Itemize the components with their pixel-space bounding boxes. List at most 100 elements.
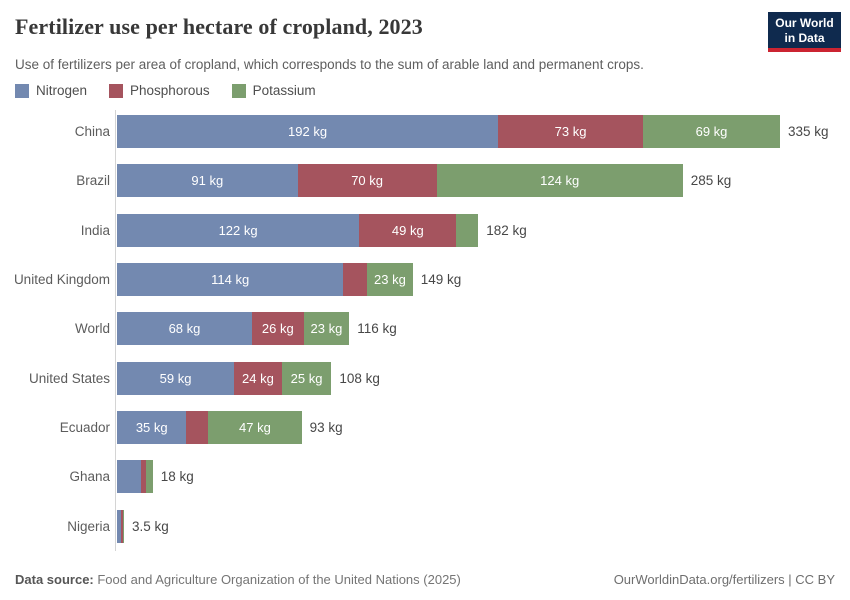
legend-swatch-icon <box>15 83 29 98</box>
total-value-label: 285 kg <box>690 173 732 189</box>
category-label[interactable]: China <box>74 124 110 140</box>
bar-stack <box>117 509 124 543</box>
segment-value-label: 124 kg <box>540 173 580 189</box>
bar-segment-potassium[interactable] <box>145 460 153 494</box>
bar-segment-potassium[interactable]: 124 kg <box>436 164 683 198</box>
bar-segment-phosphorous[interactable] <box>120 509 123 543</box>
bar-segment-phosphorous[interactable] <box>186 410 209 444</box>
category-label[interactable]: Ghana <box>69 469 110 485</box>
stacked-bar-chart: China 192 kg 73 kg 69 kg 335 kg Brazil 91 kg 70… <box>0 107 850 551</box>
legend-item-potassium[interactable]: Potassium <box>231 83 316 98</box>
segment-value-label: 70 kg <box>351 173 384 189</box>
legend-swatch-icon <box>109 83 124 98</box>
segment-value-label: 23 kg <box>374 272 406 288</box>
segment-value-label: 122 kg <box>218 222 258 238</box>
owid-logo[interactable]: Our World in Data <box>768 12 841 52</box>
bar-segment-nitrogen[interactable]: 122 kg <box>117 213 360 247</box>
segment-value-label: 47 kg <box>239 419 271 435</box>
category-label[interactable]: Brazil <box>76 173 110 189</box>
total-value-label: 108 kg <box>339 370 380 386</box>
segment-value-label: 73 kg <box>554 124 587 140</box>
bar-stack: 192 kg 73 kg 69 kg <box>117 115 780 149</box>
data-source-label: Data source: <box>15 572 94 587</box>
segment-value-label: 24 kg <box>242 370 274 386</box>
bar-stack <box>117 460 153 494</box>
bar-segment-phosphorous[interactable] <box>140 460 146 494</box>
legend-label: Phosphorous <box>130 83 210 98</box>
total-value-label: 149 kg <box>420 272 462 288</box>
category-label[interactable]: United States <box>28 370 110 386</box>
chart-row: Ecuador 35 kg 47 kg 93 kg <box>0 403 850 452</box>
segment-value-label: 25 kg <box>290 370 323 386</box>
chart-row: World 68 kg 26 kg 23 kg 116 kg <box>0 304 850 353</box>
bar-segment-nitrogen[interactable] <box>117 509 121 543</box>
bar-segment-potassium[interactable]: 25 kg <box>281 361 332 395</box>
total-value-label: 3.5 kg <box>131 518 169 534</box>
bar-stack: 59 kg 24 kg 25 kg <box>117 361 332 395</box>
bar-segment-nitrogen[interactable]: 114 kg <box>117 263 344 297</box>
bar-segment-nitrogen[interactable]: 68 kg <box>117 312 252 346</box>
owid-logo-line1: Our World <box>775 16 834 30</box>
total-value-label: 18 kg <box>160 469 194 485</box>
category-label[interactable]: World <box>74 321 110 337</box>
legend: Nitrogen Phosphorous Potassium <box>15 83 316 98</box>
bar-segment-nitrogen[interactable]: 91 kg <box>117 164 298 198</box>
segment-value-label: 35 kg <box>135 419 168 435</box>
legend-swatch-icon <box>231 83 246 98</box>
chart-row: United Kingdom 114 kg 23 kg 149 kg <box>0 255 850 304</box>
category-label[interactable]: United Kingdom <box>13 272 110 288</box>
y-axis-line <box>115 110 116 551</box>
footer: Data source: Food and Agriculture Organi… <box>15 572 835 587</box>
total-value-label: 182 kg <box>486 222 527 238</box>
category-label[interactable]: India <box>80 222 110 238</box>
bar-segment-nitrogen[interactable] <box>117 460 141 494</box>
segment-value-label: 23 kg <box>310 321 343 337</box>
chart-row: China 192 kg 73 kg 69 kg 335 kg <box>0 107 850 156</box>
bar-stack: 91 kg 70 kg 124 kg <box>117 164 683 198</box>
chart-row: Nigeria 3.5 kg <box>0 501 850 550</box>
bar-segment-potassium[interactable]: 23 kg <box>367 263 413 297</box>
credit-link[interactable]: OurWorldinData.org/fertilizers | CC BY <box>613 572 835 587</box>
legend-label: Nitrogen <box>36 83 88 98</box>
page-title: Fertilizer use per hectare of cropland, … <box>15 14 423 39</box>
bar-segment-phosphorous[interactable]: 73 kg <box>498 115 644 149</box>
bar-stack: 114 kg 23 kg <box>117 263 413 297</box>
bar-segment-nitrogen[interactable]: 192 kg <box>117 115 499 149</box>
category-label[interactable]: Ecuador <box>59 419 110 435</box>
chart-row: United States 59 kg 24 kg 25 kg 108 kg <box>0 353 850 402</box>
total-value-label: 116 kg <box>357 321 397 337</box>
chart-row: Ghana 18 kg <box>0 452 850 501</box>
bar-segment-potassium[interactable] <box>122 509 124 543</box>
chart-subtitle: Use of fertilizers per area of cropland,… <box>15 57 644 72</box>
bar-segment-phosphorous[interactable] <box>343 263 368 297</box>
segment-value-label: 114 kg <box>211 272 250 288</box>
bar-stack: 122 kg 49 kg <box>117 213 479 247</box>
bar-segment-phosphorous[interactable]: 49 kg <box>359 213 457 247</box>
category-label[interactable]: Nigeria <box>67 518 110 534</box>
bar-segment-nitrogen[interactable]: 59 kg <box>117 361 235 395</box>
bar-stack: 68 kg 26 kg 23 kg <box>117 312 350 346</box>
bar-segment-phosphorous[interactable]: 70 kg <box>297 164 437 198</box>
bar-segment-phosphorous[interactable]: 24 kg <box>234 361 282 395</box>
segment-value-label: 59 kg <box>159 370 192 386</box>
legend-label: Potassium <box>252 83 316 98</box>
data-source-note: Data source: Food and Agriculture Organi… <box>15 572 461 587</box>
legend-item-phosphorous[interactable]: Phosphorous <box>109 83 210 98</box>
bar-segment-potassium[interactable]: 23 kg <box>303 312 350 346</box>
bar-segment-phosphorous[interactable]: 26 kg <box>251 312 304 346</box>
bar-stack: 35 kg 47 kg <box>117 410 302 444</box>
segment-value-label: 69 kg <box>695 124 728 140</box>
bar-segment-potassium[interactable]: 69 kg <box>643 115 780 149</box>
segment-value-label: 192 kg <box>288 124 328 140</box>
bar-segment-potassium[interactable]: 47 kg <box>208 410 302 444</box>
segment-value-label: 26 kg <box>261 321 294 337</box>
segment-value-label: 49 kg <box>391 222 424 238</box>
total-value-label: 335 kg <box>788 124 829 140</box>
chart-row: India 122 kg 49 kg 182 kg <box>0 206 850 255</box>
bar-segment-potassium[interactable] <box>456 213 479 247</box>
bar-segment-nitrogen[interactable]: 35 kg <box>117 410 187 444</box>
segment-value-label: 68 kg <box>168 321 201 337</box>
legend-item-nitrogen[interactable]: Nitrogen <box>15 83 87 98</box>
owid-logo-line2: in Data <box>784 31 825 45</box>
